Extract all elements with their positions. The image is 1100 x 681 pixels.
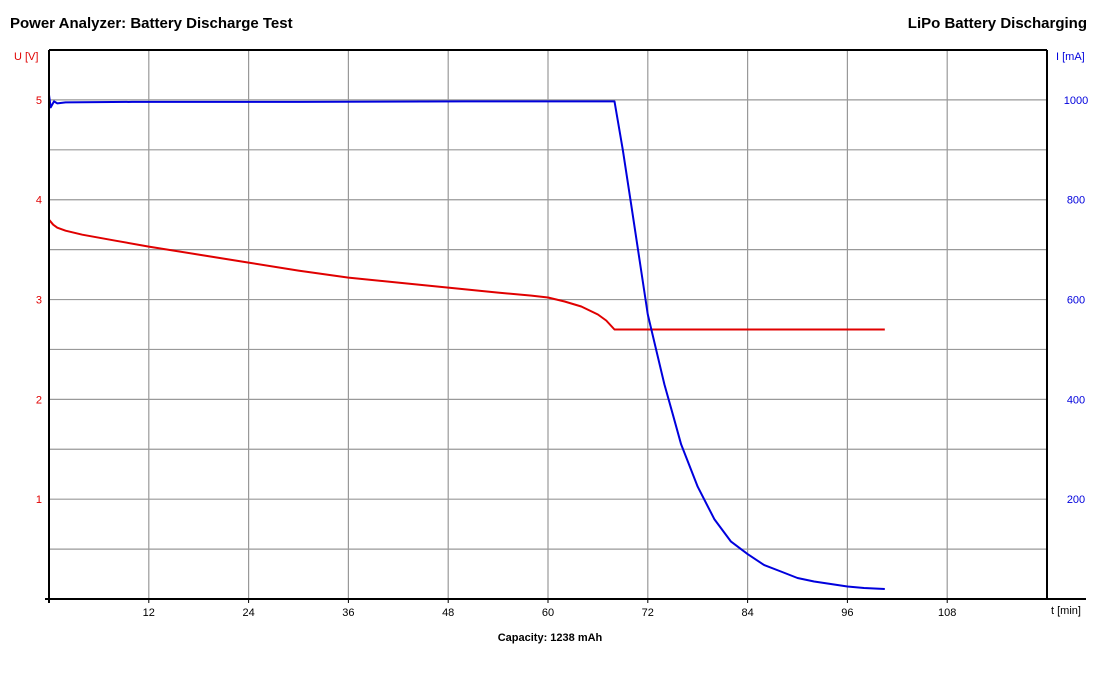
voltage-line bbox=[48, 219, 885, 331]
y-left-tick-label: 5 bbox=[36, 95, 42, 107]
y-right-axis-label: I [mA] bbox=[1056, 51, 1085, 63]
chart-title-left: Power Analyzer: Battery Discharge Test bbox=[10, 15, 293, 32]
x-tick-label: 72 bbox=[642, 607, 654, 619]
capacity-caption: Capacity: 1238 mAh bbox=[497, 632, 603, 644]
y-left-tick-label: 4 bbox=[36, 195, 42, 207]
x-tick-label: 108 bbox=[938, 607, 956, 619]
current-line bbox=[48, 94, 885, 590]
y-left-tick-label: 3 bbox=[36, 295, 42, 307]
tick-labels: 12 24 36 48 60 72 84 96 108123452004006008001000… bbox=[14, 51, 1088, 619]
axes bbox=[45, 49, 1086, 603]
y-right-tick-label: 600 bbox=[1067, 295, 1085, 307]
y-left-axis-label: U [V] bbox=[14, 51, 38, 63]
x-axis-label: t [min] bbox=[1051, 605, 1081, 617]
series-layer bbox=[48, 94, 885, 590]
y-right-tick-label: 400 bbox=[1067, 394, 1085, 406]
x-tick-label: 96 bbox=[841, 607, 853, 619]
y-right-tick-label: 200 bbox=[1067, 494, 1085, 506]
x-tick-label: 12 bbox=[143, 607, 155, 619]
x-tick-label: 60 bbox=[542, 607, 554, 619]
y-left-tick-label: 2 bbox=[36, 394, 42, 406]
y-right-tick-label: 1000 bbox=[1064, 95, 1088, 107]
y-left-tick-label: 1 bbox=[36, 494, 42, 506]
y-right-tick-label: 800 bbox=[1067, 195, 1085, 207]
x-tick-label: 24 bbox=[242, 607, 254, 619]
x-tick-label: 48 bbox=[442, 607, 454, 619]
x-tick-label: 36 bbox=[342, 607, 354, 619]
chart-title-right: LiPo Battery Discharging bbox=[907, 15, 1087, 32]
grid bbox=[49, 50, 1047, 599]
x-tick-label: 84 bbox=[741, 607, 753, 619]
